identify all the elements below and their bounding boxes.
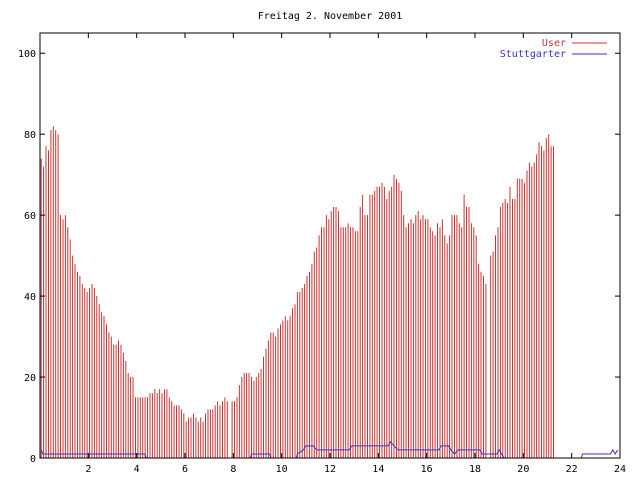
chart-title: Freitag 2. November 2001 — [258, 11, 403, 22]
y-axis: 0 20 40 60 80 100 — [18, 49, 620, 465]
y-tick-label: 100 — [18, 49, 36, 60]
x-tick-label: 14 — [372, 464, 384, 475]
x-tick-label: 2 — [85, 464, 91, 475]
legend: User Stuttgarter — [500, 38, 607, 60]
legend-stuttgarter-label: Stuttgarter — [500, 49, 566, 60]
stuttgarter-line — [40, 440, 619, 459]
x-tick-label: 24 — [614, 464, 626, 475]
y-tick-label: 0 — [30, 454, 36, 465]
x-tick-label: 16 — [421, 464, 433, 475]
x-tick-label: 10 — [276, 464, 288, 475]
x-tick-label: 18 — [469, 464, 481, 475]
x-tick-label: 12 — [324, 464, 336, 475]
plot-frame — [39, 32, 621, 459]
y-tick-label: 40 — [24, 292, 36, 303]
x-tick-label: 8 — [230, 464, 236, 475]
y-tick-label: 60 — [24, 211, 36, 222]
x-tick-label: 4 — [134, 464, 140, 475]
x-tick-label: 22 — [566, 464, 578, 475]
x-axis: 2 4 6 8 10 12 14 16 18 20 22 24 — [85, 33, 626, 475]
y-tick-label: 20 — [24, 373, 36, 384]
stuttgarter-line-group — [40, 440, 619, 459]
x-tick-label: 20 — [517, 464, 529, 475]
user-bars — [40, 126, 554, 458]
x-tick-label: 6 — [182, 464, 188, 475]
y-tick-label: 80 — [24, 130, 36, 141]
legend-user-label: User — [542, 38, 566, 49]
